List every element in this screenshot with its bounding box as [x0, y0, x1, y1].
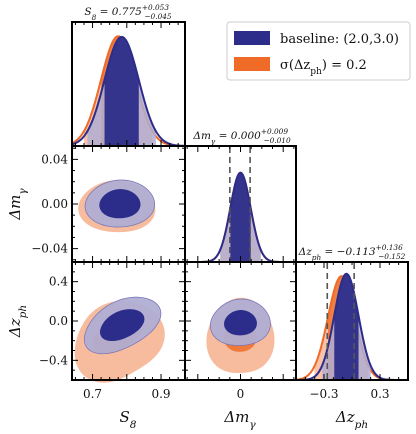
x-tick-label-dz: −0.3	[309, 387, 338, 401]
title-s8: S8 = 0.775+0.053 −0.045	[84, 3, 172, 22]
contour-dmg-dz-blue-1sigma	[224, 310, 257, 336]
legend-swatch-baseline	[234, 31, 270, 45]
contour-s8-dz-blue-1sigma	[100, 309, 145, 342]
y-tick-label-dmg: −0.04	[31, 242, 68, 256]
y-tick-label-dz: 0.4	[49, 275, 68, 289]
y-axis-label-dmg: Δmγ	[6, 188, 29, 221]
y-tick-label-dz: −0.4	[39, 353, 69, 367]
contour-s8-dmg-blue-1sigma	[99, 189, 141, 219]
y-tick-label-dmg: 0.04	[41, 152, 68, 166]
x-axis-label-dz: Δzph	[335, 408, 368, 431]
legend-box	[226, 21, 411, 81]
x-axis-label-s8: S8	[120, 408, 137, 431]
x-tick-label-s8: 0.7	[83, 387, 102, 401]
y-tick-label-dmg: 0.00	[41, 197, 68, 211]
legend-label-baseline: baseline: (2.0,3.0)	[280, 32, 399, 47]
y-tick-label-dz: 0.0	[49, 314, 68, 328]
marginal-S8-curve-0	[71, 35, 186, 147]
marginal-dz_ph-1sigma-0	[334, 273, 359, 380]
marginal-dm_gamma-1sigma-0	[230, 172, 251, 262]
x-tick-label-s8: 0.9	[151, 387, 170, 401]
legend-label-alt: σ(Δzph) = 0.2	[280, 58, 367, 77]
x-tick-label-dz: 0.3	[370, 387, 389, 401]
title-dz: Δzph = −0.113+0.136 −0.152	[298, 243, 406, 262]
y-axis-label-dz: Δzph	[6, 305, 29, 338]
x-axis-label-dmg: Δmγ	[223, 408, 256, 431]
legend-swatch-alt	[234, 57, 270, 71]
marginal-S8-1sigma-0	[104, 36, 139, 146]
title-dmg: Δmγ = 0.000+0.009 −0.010	[192, 127, 291, 146]
x-tick-label-dmg: 0	[237, 387, 245, 401]
